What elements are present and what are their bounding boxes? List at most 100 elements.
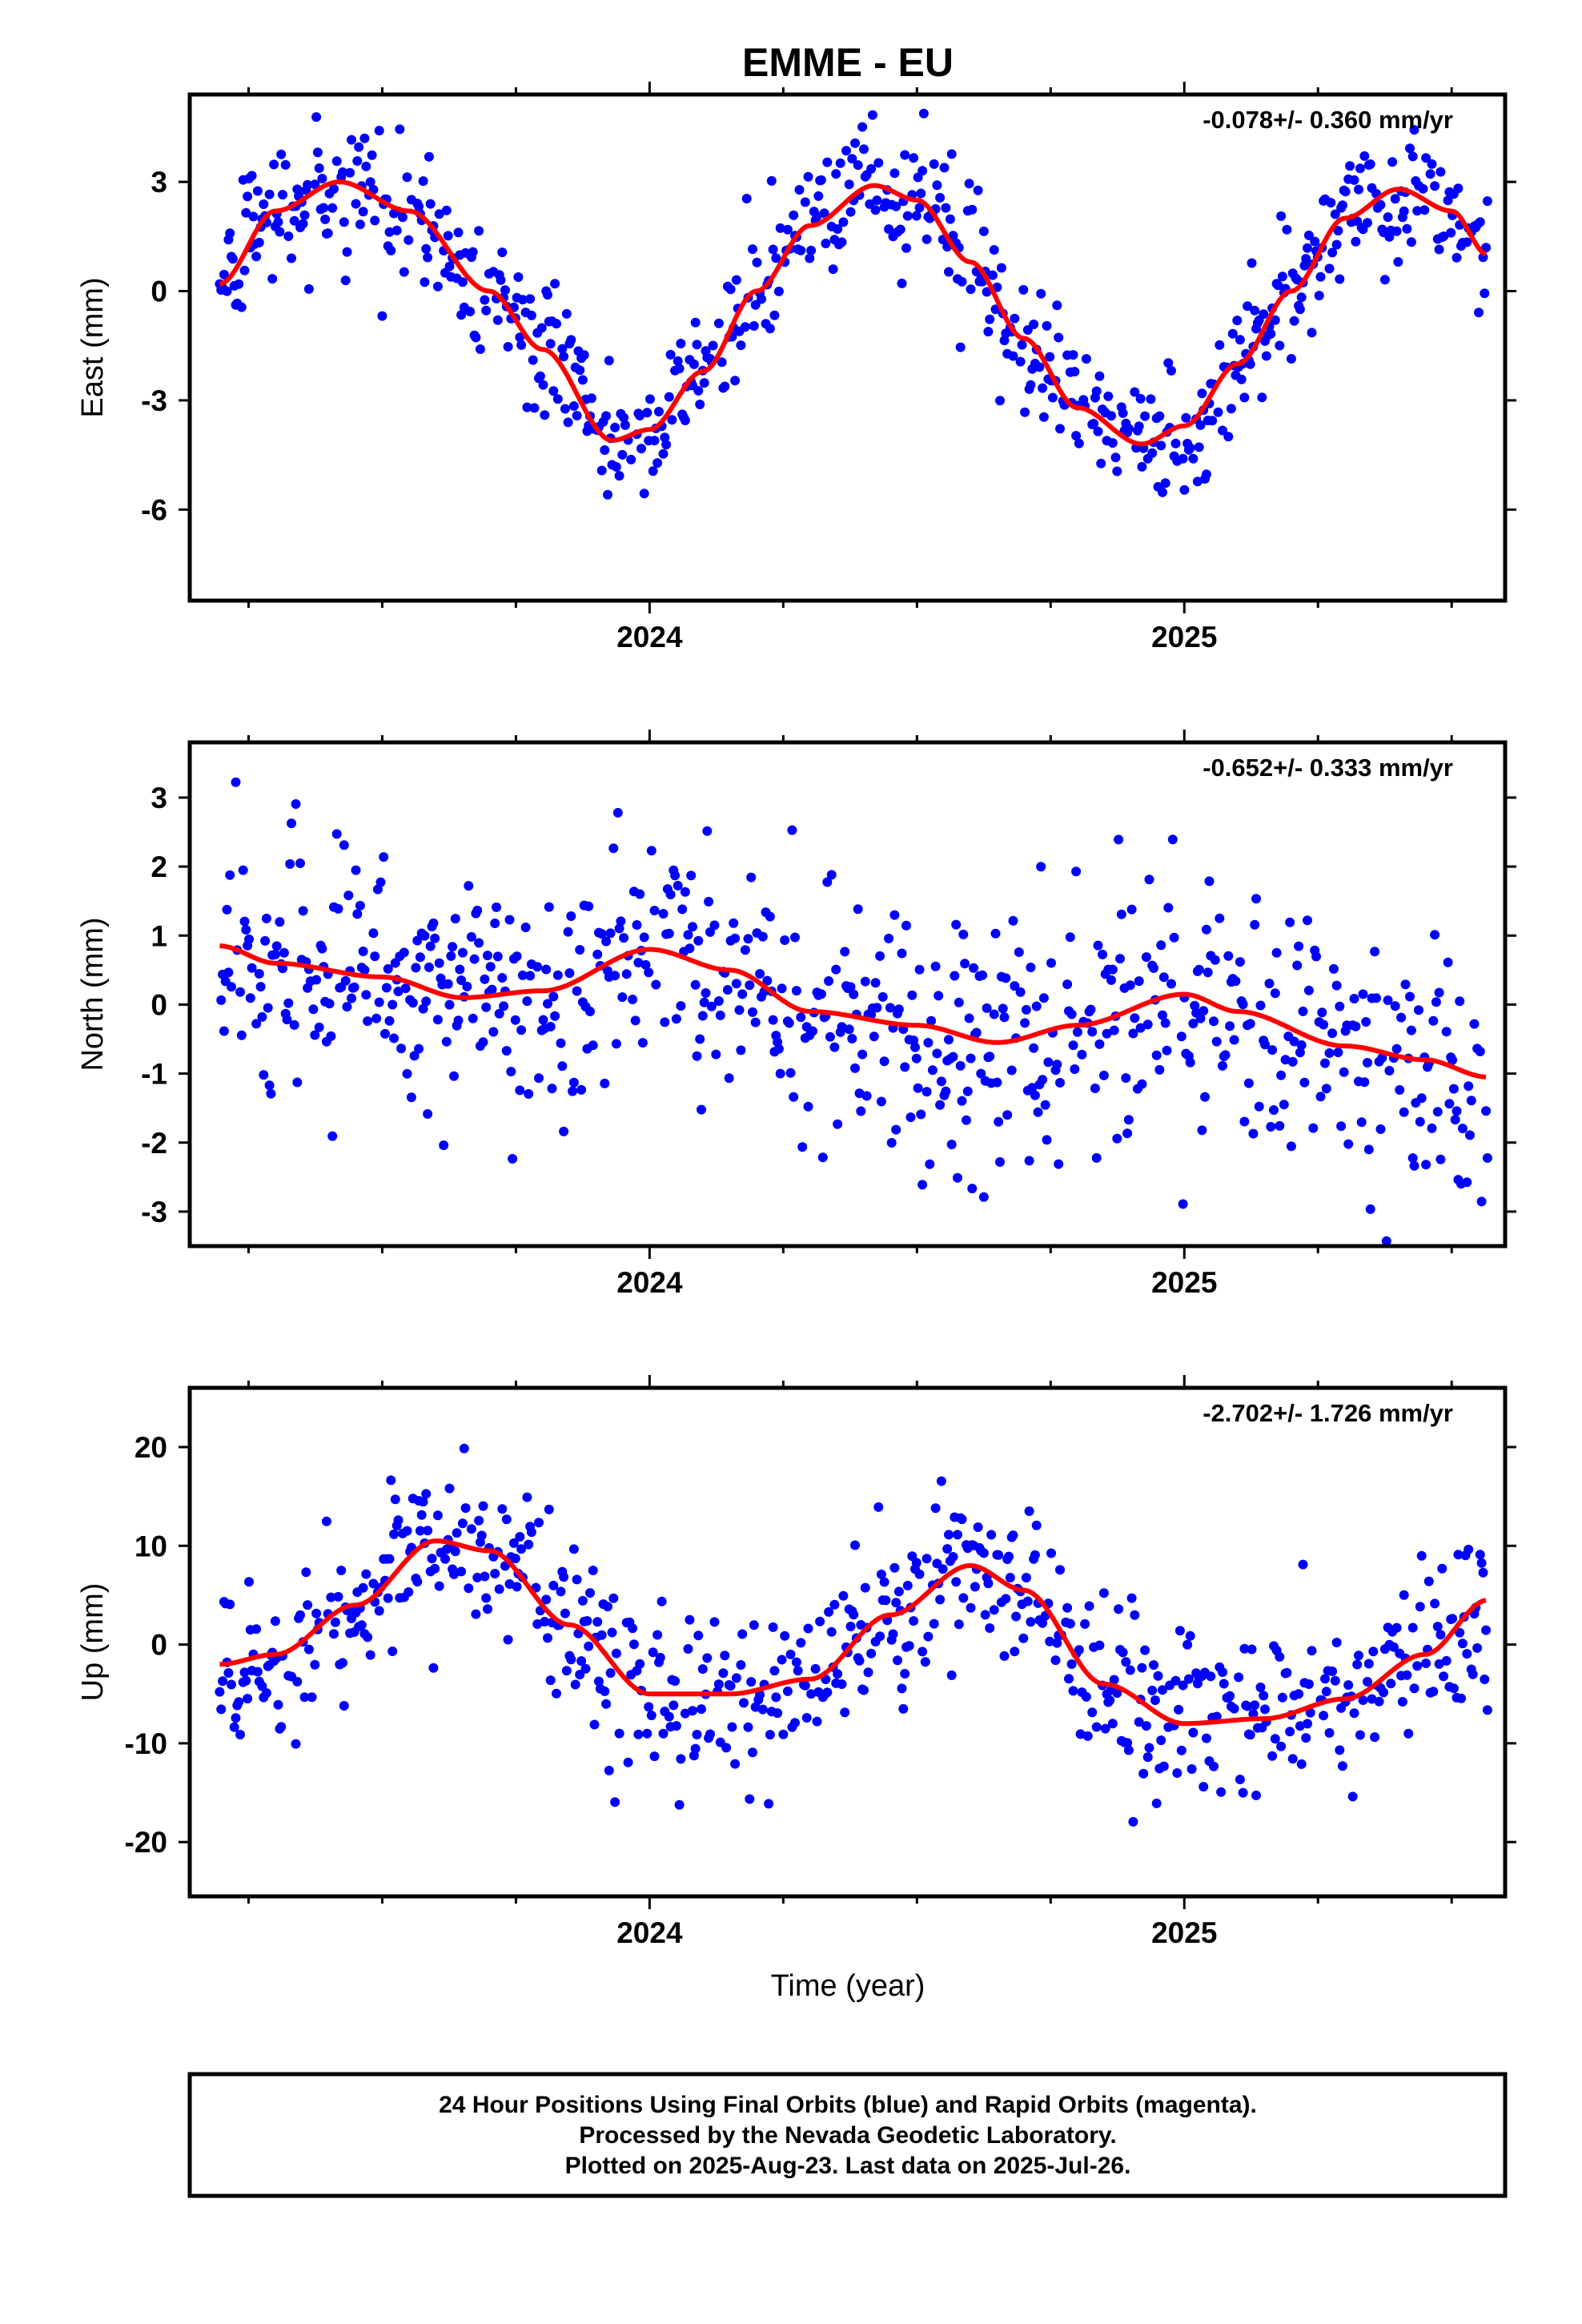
data-point	[1066, 1009, 1077, 1019]
data-point	[1094, 1039, 1105, 1049]
data-point	[845, 1622, 856, 1631]
data-point	[1301, 254, 1311, 264]
data-point	[1235, 1775, 1245, 1784]
y-tick-label: 20	[135, 1431, 167, 1464]
data-point	[690, 317, 701, 328]
data-point	[621, 969, 632, 979]
data-point	[1160, 1018, 1170, 1028]
data-point	[946, 1140, 957, 1150]
data-point	[1219, 1679, 1229, 1689]
data-point	[966, 1053, 976, 1063]
data-point	[1437, 1563, 1447, 1574]
data-point	[697, 1704, 706, 1715]
data-point	[1251, 894, 1261, 904]
data-point	[1358, 989, 1368, 999]
data-point	[526, 310, 536, 320]
data-point	[476, 1530, 487, 1541]
data-point	[1276, 1070, 1287, 1080]
data-point	[517, 970, 528, 980]
data-point	[651, 979, 661, 990]
data-point	[1478, 1567, 1488, 1578]
data-point	[626, 454, 636, 464]
data-point	[999, 1651, 1010, 1661]
data-point	[1425, 169, 1435, 179]
data-point	[889, 168, 900, 179]
data-point	[1482, 1705, 1492, 1715]
data-point	[483, 1604, 492, 1614]
data-point	[1416, 1550, 1427, 1561]
data-point	[730, 376, 741, 386]
data-point	[773, 1708, 783, 1719]
data-point	[1213, 407, 1223, 417]
data-point	[1169, 932, 1179, 943]
data-point	[850, 138, 860, 148]
x-tick-label: 2024	[616, 621, 683, 653]
data-point	[780, 935, 790, 945]
data-point	[342, 247, 352, 257]
data-point	[736, 340, 746, 351]
data-point	[1285, 917, 1295, 927]
data-point	[793, 1666, 803, 1676]
data-point	[884, 933, 894, 943]
data-point	[1476, 1196, 1487, 1207]
data-point	[1065, 932, 1075, 943]
data-point	[838, 1590, 849, 1601]
data-point	[1190, 1000, 1200, 1011]
data-point	[958, 929, 969, 939]
data-point	[564, 968, 575, 979]
data-point	[548, 991, 559, 1002]
data-point	[358, 1582, 368, 1593]
data-point	[1371, 993, 1381, 1003]
data-point	[1482, 1153, 1492, 1163]
data-point	[1260, 1704, 1270, 1715]
data-point	[450, 914, 460, 924]
data-point	[1354, 1651, 1363, 1661]
data-point	[1194, 964, 1204, 975]
data-point	[1368, 1647, 1379, 1657]
data-point	[594, 1676, 604, 1687]
data-point	[1054, 332, 1064, 343]
data-point	[1022, 1596, 1033, 1606]
data-point	[771, 1692, 781, 1703]
data-point	[588, 1566, 598, 1575]
data-point	[1201, 924, 1211, 935]
data-point	[603, 1602, 612, 1612]
data-point	[797, 1142, 808, 1152]
data-point	[1432, 1622, 1443, 1632]
data-point	[371, 1013, 382, 1023]
data-point	[317, 943, 327, 954]
data-point	[1464, 1081, 1474, 1092]
data-point	[768, 244, 778, 255]
data-point	[688, 922, 697, 932]
data-point	[784, 1018, 794, 1028]
data-point	[1178, 453, 1188, 464]
data-point	[515, 332, 525, 343]
data-point	[544, 1504, 554, 1514]
data-point	[1475, 1047, 1485, 1056]
data-point	[404, 1587, 414, 1597]
data-point	[1399, 1107, 1409, 1117]
data-point	[575, 1670, 585, 1680]
data-point	[308, 1004, 319, 1015]
data-point	[1260, 1039, 1270, 1050]
data-point	[251, 1019, 262, 1029]
data-point	[914, 964, 925, 975]
data-point	[737, 1629, 748, 1639]
data-point	[216, 995, 227, 1005]
data-point	[916, 1109, 926, 1120]
data-point	[866, 163, 877, 174]
data-point	[685, 1614, 695, 1625]
data-point	[619, 933, 629, 943]
data-point	[559, 352, 569, 362]
data-point	[680, 1708, 690, 1719]
data-point	[387, 1647, 398, 1656]
data-point	[1112, 1688, 1122, 1699]
data-point	[225, 1599, 235, 1610]
data-point	[1140, 1645, 1150, 1655]
data-point	[1320, 1058, 1330, 1068]
data-point	[345, 167, 355, 178]
data-point	[946, 1670, 957, 1680]
data-point	[860, 976, 870, 987]
data-point	[355, 219, 365, 230]
data-point	[1158, 1685, 1167, 1695]
